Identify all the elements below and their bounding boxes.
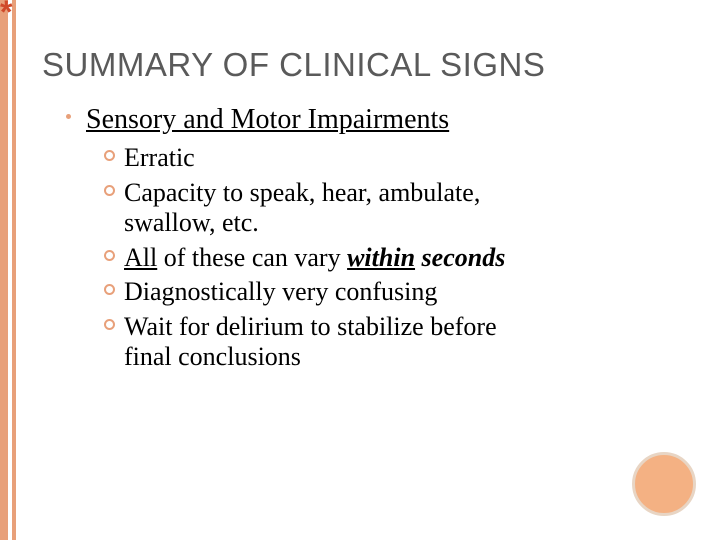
sub-item-wait-cont: final conclusions (104, 341, 666, 374)
sub-text: final conclusions (124, 342, 301, 371)
sub-item-diagnostic: Diagnostically very confusing (104, 276, 666, 309)
sub-item-wait: Wait for delirium to stabilize before (104, 311, 666, 344)
ring-bullet-icon (104, 250, 115, 261)
ring-bullet-icon (104, 150, 115, 161)
bullet-dot-icon (66, 114, 71, 119)
sub-text-within: within (347, 243, 415, 272)
ring-bullet-icon (104, 284, 115, 295)
sub-item-all-vary: All of these can vary within seconds (104, 242, 666, 275)
left-stripe-thin (12, 0, 16, 540)
sub-text: Erratic (124, 143, 195, 172)
sub-item-capacity-cont: swallow, etc. (104, 207, 666, 240)
sub-text: swallow, etc. (124, 208, 259, 237)
content-area: Sensory and Motor Impairments Erratic Ca… (86, 104, 666, 382)
left-stripe (0, 0, 8, 540)
sub-text-all: All (124, 243, 157, 272)
sub-text: Capacity to speak, hear, ambulate, (124, 178, 480, 207)
sub-text: Wait for delirium to stabilize before (124, 312, 497, 341)
sub-text-seconds: seconds (415, 243, 505, 272)
main-bullet-text: Sensory and Motor Impairments (86, 104, 449, 135)
sub-text-mid: of these can vary (157, 243, 347, 272)
sub-item-erratic: Erratic (104, 142, 666, 175)
sub-list: Erratic Capacity to speak, hear, ambulat… (104, 142, 666, 374)
sub-item-capacity: Capacity to speak, hear, ambulate, (104, 177, 666, 210)
ring-bullet-icon (104, 185, 115, 196)
slide: * SUMMARY OF CLINICAL SIGNS Sensory and … (0, 0, 720, 540)
sub-text: Diagnostically very confusing (124, 277, 437, 306)
ring-bullet-icon (104, 319, 115, 330)
decorative-circle-icon (632, 452, 696, 516)
main-bullet: Sensory and Motor Impairments Erratic Ca… (86, 104, 666, 374)
slide-title: SUMMARY OF CLINICAL SIGNS (42, 46, 545, 84)
asterisk-icon: * (0, 0, 12, 31)
